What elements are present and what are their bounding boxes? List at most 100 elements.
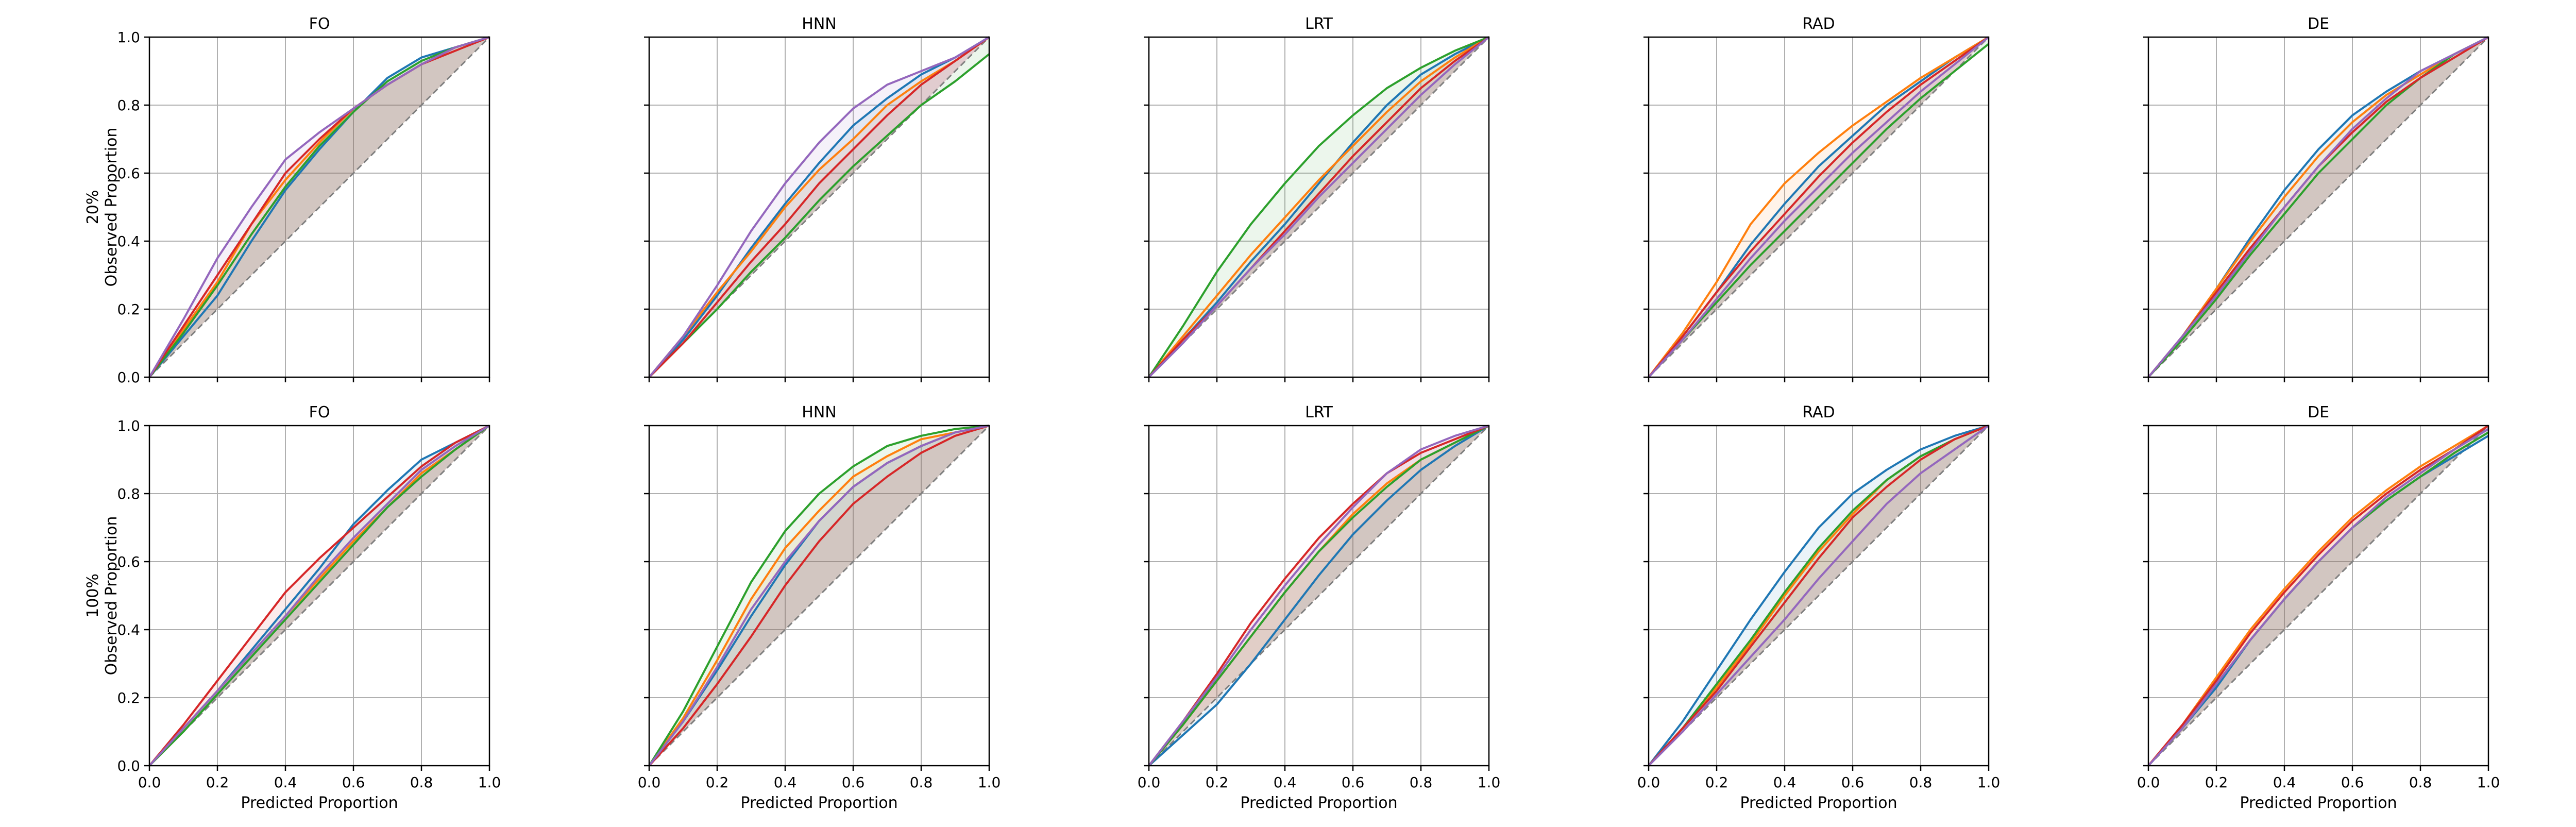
series-line-4 bbox=[1648, 425, 1989, 767]
axes-frame bbox=[1648, 36, 1990, 378]
row-label-observed-proportion: Observed Proportion bbox=[103, 516, 121, 676]
x-tick-label: 1.0 bbox=[1977, 774, 2001, 791]
series-line-5 bbox=[2147, 428, 2489, 767]
series-line-3 bbox=[1148, 36, 1489, 378]
series-line-2 bbox=[1648, 36, 1990, 378]
series-line-3 bbox=[148, 425, 490, 767]
diagonal-reference-line bbox=[148, 425, 490, 767]
x-tick-label: 0.2 bbox=[206, 774, 229, 791]
y-axis-label: 20%Observed Proportion bbox=[84, 128, 121, 287]
y-tick-label: 0.4 bbox=[117, 621, 140, 638]
x-tick-label: 0.6 bbox=[1342, 774, 1365, 791]
x-tick-label: 0.4 bbox=[1274, 774, 1297, 791]
series-line-5 bbox=[2147, 36, 2489, 378]
axes-frame bbox=[648, 36, 990, 378]
series-line-3 bbox=[648, 53, 990, 378]
panel-title: RAD bbox=[1802, 403, 1835, 421]
series-line-5 bbox=[648, 36, 990, 378]
series-line-3 bbox=[1648, 425, 1989, 767]
x-tick-label: 0.0 bbox=[638, 774, 661, 791]
x-tick-label: 0.2 bbox=[2205, 774, 2228, 791]
x-tick-label: 0.0 bbox=[1637, 774, 1660, 791]
x-tick-label: 0.8 bbox=[2409, 774, 2432, 791]
series-line-1 bbox=[1148, 36, 1489, 378]
x-tick-label: 0.4 bbox=[1773, 774, 1797, 791]
series-line-3 bbox=[1648, 43, 1990, 378]
diagonal-reference-line bbox=[2147, 425, 2489, 767]
series-line-1 bbox=[2147, 435, 2489, 767]
series-line-5 bbox=[648, 425, 990, 767]
y-tick-label: 0.6 bbox=[117, 165, 140, 182]
row-label-observed-proportion: Observed Proportion bbox=[103, 128, 121, 287]
series-line-5 bbox=[1148, 425, 1489, 767]
series-line-3 bbox=[148, 36, 490, 378]
diagonal-reference-line bbox=[1148, 425, 1490, 767]
series-line-4 bbox=[148, 425, 490, 767]
x-tick-label: 1.0 bbox=[978, 774, 1001, 791]
series-line-2 bbox=[2147, 36, 2489, 378]
series-line-2 bbox=[1148, 36, 1490, 378]
series-line-5 bbox=[1648, 425, 1990, 767]
panel-title: LRT bbox=[1305, 403, 1333, 421]
diagonal-reference-line bbox=[648, 425, 990, 767]
series-line-3 bbox=[648, 425, 990, 767]
x-tick-label: 1.0 bbox=[478, 774, 501, 791]
x-tick-label: 0.2 bbox=[1206, 774, 1229, 791]
x-tick-label: 0.6 bbox=[342, 774, 365, 791]
panel-title: HNN bbox=[802, 403, 836, 421]
series-line-1 bbox=[148, 36, 490, 378]
axes-frame bbox=[1148, 425, 1490, 767]
row-label-percent: 20% bbox=[84, 190, 102, 225]
y-tick-label: 0.6 bbox=[117, 553, 140, 570]
series-line-5 bbox=[1648, 36, 1990, 378]
panel-100-fo: 0.00.0 0.2 0.2 0.4 0.4 0.6 0.6 0.8 0.8 1.0 1.0 FO Pr… bbox=[84, 403, 501, 812]
y-axis-label: 100%Observed Proportion bbox=[84, 516, 121, 676]
series-line-4 bbox=[1648, 36, 1990, 378]
x-tick-label: 0.6 bbox=[1841, 774, 1865, 791]
panel-100-hnn: 0.0 0.2 0.4 0.6 0.8 1.0 HNN Predicted Proportio… bbox=[638, 403, 1001, 812]
y-tick-label: 0.2 bbox=[117, 689, 140, 706]
x-tick-label: 0.2 bbox=[1705, 774, 1728, 791]
panel-20-fo: 0.0 0.2 0.4 0.6 0.8 1.0 FO 20%Observed Proporti… bbox=[84, 15, 490, 386]
diagonal-reference-line bbox=[148, 36, 490, 378]
series-line-5 bbox=[148, 36, 490, 378]
panel-title: DE bbox=[2308, 15, 2329, 33]
panel-100-rad: 0.0 0.2 0.4 0.6 0.8 1.0 RAD Predicted Proportio… bbox=[1637, 403, 2001, 812]
x-tick-label: 0.4 bbox=[274, 774, 297, 791]
series-line-3 bbox=[1148, 425, 1489, 767]
series-line-5 bbox=[1148, 36, 1490, 378]
x-tick-label: 0.0 bbox=[2137, 774, 2160, 791]
axes-frame bbox=[648, 425, 990, 767]
y-tick-label: 0.2 bbox=[117, 301, 140, 318]
axes-frame bbox=[148, 36, 490, 378]
axes-frame bbox=[2147, 425, 2489, 767]
panel-100-de: 0.0 0.2 0.4 0.6 0.8 1.0 DE Predicted Proportion bbox=[2137, 403, 2500, 812]
x-axis-label: Predicted Proportion bbox=[1740, 794, 1897, 812]
series-line-1 bbox=[1648, 425, 1989, 767]
series-line-2 bbox=[648, 425, 990, 767]
x-tick-label: 0.8 bbox=[1410, 774, 1433, 791]
y-tick-label: 1.0 bbox=[117, 29, 140, 46]
axes-frame bbox=[1148, 36, 1490, 378]
y-tick-label: 0.0 bbox=[117, 757, 140, 774]
panel-20-hnn: HNN bbox=[644, 15, 990, 382]
panel-20-lrt: LRT bbox=[1144, 15, 1490, 382]
diagonal-reference-line bbox=[1648, 425, 1990, 767]
x-tick-label: 0.0 bbox=[1138, 774, 1161, 791]
panel-100-lrt: 0.0 0.2 0.4 0.6 0.8 1.0 LRT Predicted Proportio… bbox=[1138, 403, 1501, 812]
panel-20-rad: RAD bbox=[1643, 15, 1990, 382]
panel-title: FO bbox=[309, 403, 330, 421]
series-line-5 bbox=[148, 425, 490, 767]
axes-frame bbox=[148, 425, 490, 767]
x-tick-label: 0.8 bbox=[910, 774, 933, 791]
y-tick-label: 0.4 bbox=[117, 233, 140, 250]
series-line-4 bbox=[1148, 425, 1489, 767]
y-tick-label: 0.8 bbox=[117, 97, 140, 114]
y-tick-label: 0.0 bbox=[117, 369, 140, 386]
y-tick-label: 1.0 bbox=[117, 417, 140, 434]
series-line-1 bbox=[1148, 425, 1490, 767]
x-axis-label: Predicted Proportion bbox=[740, 794, 897, 812]
panel-title: RAD bbox=[1802, 15, 1835, 33]
x-tick-label: 0.2 bbox=[706, 774, 729, 791]
series-line-4 bbox=[648, 36, 990, 378]
